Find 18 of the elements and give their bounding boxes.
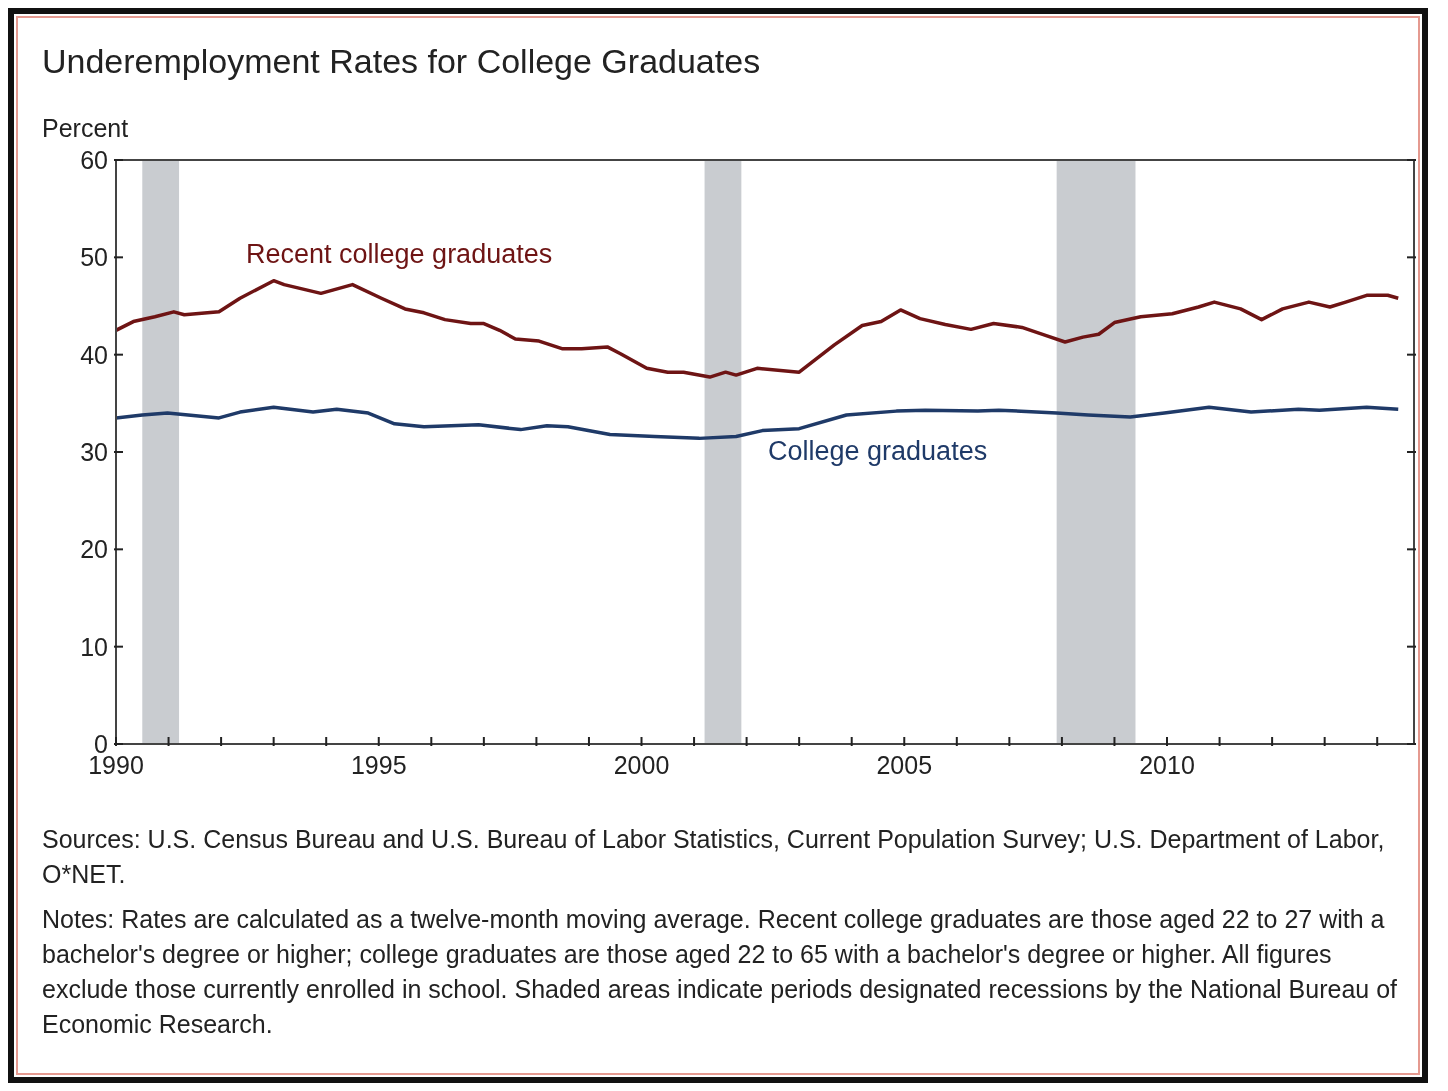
series-label: Recent college graduates bbox=[244, 239, 555, 270]
text: Notes: Rates are calculated as a twelve-month moving average. Recent college graduates are those aged 22 to 27 with a bachelor's degree or higher; college graduates are those aged 22 to 65 with a bachelor's degree or higher. All figures exclude those currently enrolled in school. Shaded areas indicate periods designated recessions by the National Bureau of Economic Research. bbox=[42, 904, 1398, 1040]
line-series bbox=[116, 278, 1400, 379]
line-series bbox=[116, 405, 1400, 441]
x-tick-label: 2005 bbox=[876, 751, 933, 779]
chart-title: Underemployment Rates for College Graduates bbox=[42, 42, 761, 81]
y-tick-label: 20 bbox=[80, 535, 108, 564]
y-tick-label: 40 bbox=[80, 340, 108, 369]
y-tick-label: 10 bbox=[80, 632, 108, 661]
series-label: College graduates bbox=[766, 436, 990, 467]
x-tick-label: 2010 bbox=[1139, 751, 1195, 779]
y-axis-title: Percent bbox=[42, 114, 129, 143]
x-tick-label: 2000 bbox=[613, 751, 670, 779]
source-note: Sources: U.S. Census Bureau and U.S. Bureau of Labor Statistics, Current Population Survey; U.S. Department of Labor, O*NET. bbox=[42, 824, 1386, 890]
y-tick-label: 30 bbox=[80, 438, 108, 466]
y-tick-label: 60 bbox=[80, 146, 108, 174]
x-tick-label: 1995 bbox=[350, 751, 407, 779]
y-tick-label: 50 bbox=[80, 243, 108, 272]
